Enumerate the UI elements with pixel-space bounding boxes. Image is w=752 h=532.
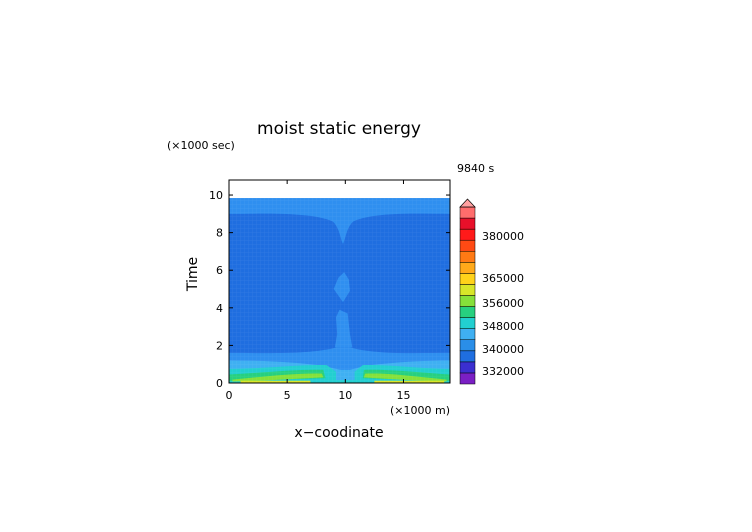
colorbar-label-0: 332000 xyxy=(482,365,524,378)
plot-area xyxy=(229,180,450,383)
y-tick-label-1: 2 xyxy=(216,339,223,352)
colorbar-label-1: 340000 xyxy=(482,343,524,356)
x-tick-label-3: 15 xyxy=(396,389,410,402)
y-unit-label: (×1000 sec) xyxy=(167,139,235,152)
colorbar-segment-13 xyxy=(459,228,476,241)
x-tick-label-2: 10 xyxy=(338,389,352,402)
chart-title: moist static energy xyxy=(257,119,421,139)
colorbar-segment-12 xyxy=(459,239,476,252)
colorbar-segment-11 xyxy=(459,251,476,263)
colorbar-segment-5 xyxy=(459,317,476,329)
colorbar-label-4: 365000 xyxy=(482,272,524,285)
colorbar-segment-14 xyxy=(459,217,476,230)
y-axis-label: Time xyxy=(185,257,201,292)
x-unit-label: (×1000 m) xyxy=(390,404,450,417)
colorbar-label-2: 348000 xyxy=(482,320,524,333)
plot-frame xyxy=(228,179,451,384)
colorbar-segment-9 xyxy=(459,273,476,285)
colorbar-segment-1 xyxy=(459,361,476,374)
colorbar-segment-15 xyxy=(459,206,476,219)
colorbar-segment-6 xyxy=(459,306,476,318)
colorbar: 332000 340000 348000 356000 365000 380000 xyxy=(459,198,524,385)
x-tick-label-0: 0 xyxy=(226,389,233,402)
colorbar-segment-3 xyxy=(459,339,476,352)
x-axis-label: x−coodinate xyxy=(294,425,383,441)
y-tick-label-5: 10 xyxy=(209,189,223,202)
time-stamp-label: 9840 s xyxy=(457,162,494,175)
colorbar-segment-8 xyxy=(459,284,476,296)
colorbar-extend-arrow xyxy=(459,198,476,208)
colorbar-segment-10 xyxy=(459,262,476,274)
colorbar-segment-0 xyxy=(459,372,476,385)
colorbar-segment-2 xyxy=(459,350,476,363)
x-tick-label-1: 5 xyxy=(284,389,291,402)
y-tick-label-2: 4 xyxy=(216,302,223,315)
colorbar-label-3: 356000 xyxy=(482,297,524,310)
colorbar-segment-7 xyxy=(459,295,476,307)
colorbar-segment-4 xyxy=(459,328,476,340)
y-tick-label-4: 8 xyxy=(216,227,223,240)
colorbar-label-5: 380000 xyxy=(482,230,524,243)
y-tick-label-0: 0 xyxy=(216,377,223,390)
y-tick-label-3: 6 xyxy=(216,264,223,277)
